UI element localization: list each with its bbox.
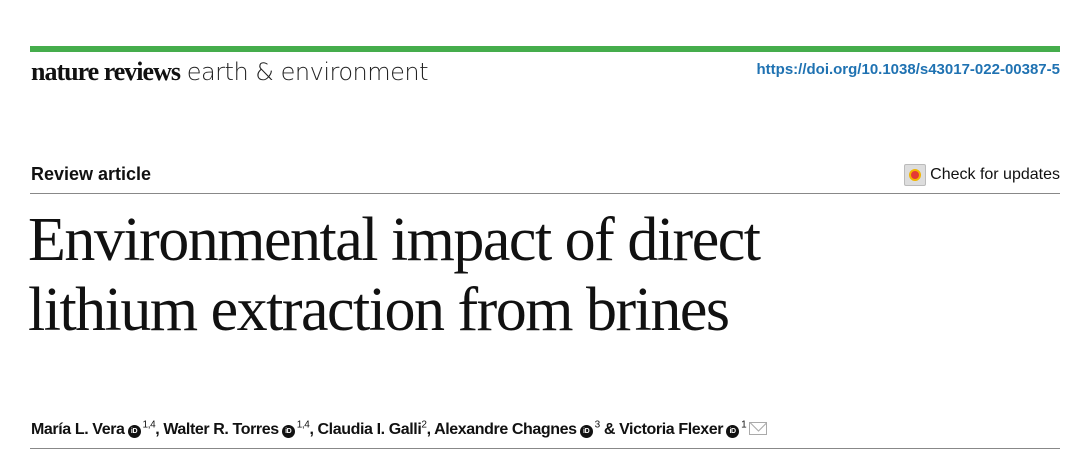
check-for-updates-label: Check for updates <box>930 166 1060 183</box>
author-affiliation: 1,4 <box>296 420 310 431</box>
orcid-icon[interactable]: iD <box>281 425 295 439</box>
author-name[interactable]: Walter R. Torres <box>163 421 279 439</box>
author-separator: , <box>309 421 318 439</box>
author-affiliation: 3 <box>594 420 601 431</box>
orcid-icon[interactable]: iD <box>579 425 593 439</box>
email-icon[interactable] <box>749 422 768 436</box>
divider <box>30 193 1060 194</box>
journal-accent-bar <box>30 46 1060 52</box>
orcid-icon[interactable]: iD <box>127 425 141 439</box>
author-separator: , <box>426 421 435 439</box>
author-name[interactable]: Alexandre Chagnes <box>434 421 577 439</box>
author-name[interactable]: Victoria Flexer <box>619 421 724 439</box>
author-name[interactable]: María L. Vera <box>31 421 125 439</box>
author-name[interactable]: Claudia I. Galli <box>317 421 422 439</box>
article-type: Review article <box>31 164 152 184</box>
article-title: Environmental impact of direct lithium e… <box>28 205 761 345</box>
crossmark-icon <box>904 164 927 186</box>
author-affiliation: 1,4 <box>142 420 156 431</box>
title-line-1: Environmental impact of direct <box>28 206 761 274</box>
author-list: María L. Vera iD1,4, Walter R. Torres iD1,… <box>31 420 768 439</box>
author-separator: & <box>599 421 620 439</box>
journal-subtitle: earth & environment <box>186 58 429 86</box>
author-separator: , <box>155 421 164 439</box>
journal-logo: nature reviews earth & environment <box>31 56 428 87</box>
doi-link[interactable]: https://doi.org/10.1038/s43017-022-00387… <box>756 61 1061 78</box>
author-affiliation: 2 <box>421 420 427 431</box>
divider <box>30 448 1060 449</box>
orcid-icon[interactable]: iD <box>726 425 740 439</box>
title-line-2: lithium extraction from brines <box>28 276 730 344</box>
check-for-updates-button[interactable]: Check for updates <box>904 164 1060 186</box>
author-affiliation: 1 <box>741 420 747 431</box>
journal-brand: nature reviews <box>31 57 181 86</box>
